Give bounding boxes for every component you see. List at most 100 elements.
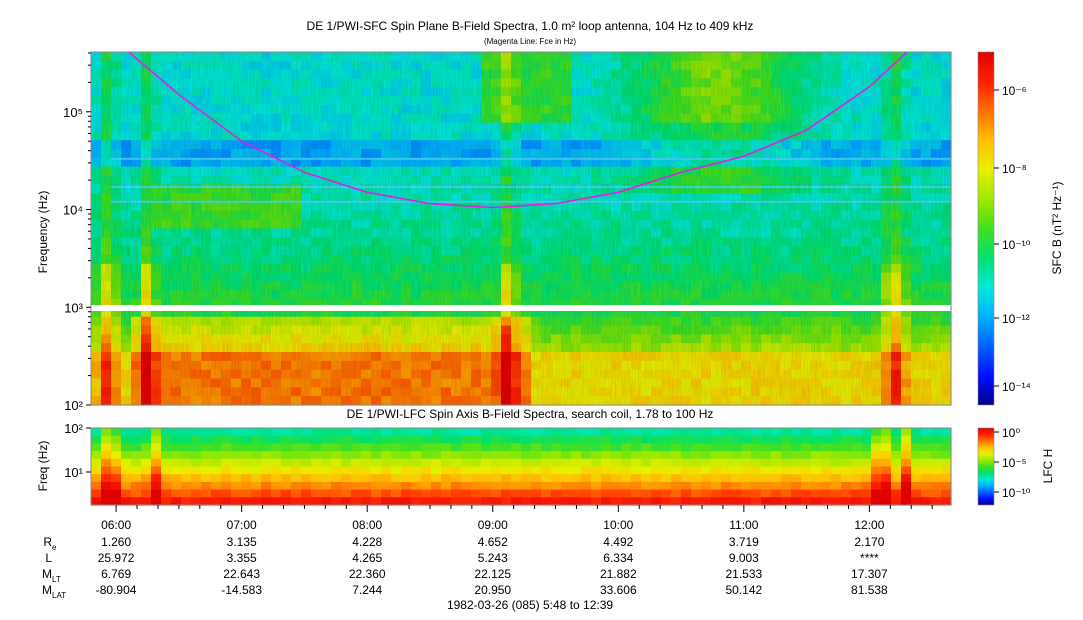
spectrogram-cell bbox=[461, 489, 472, 498]
spectrogram-cell bbox=[741, 435, 752, 444]
ephemeris-value: 22.125 bbox=[474, 567, 511, 581]
spectrogram-cell bbox=[671, 443, 682, 452]
spectrogram-cell bbox=[371, 474, 382, 483]
spectrogram-cell bbox=[631, 474, 642, 483]
spectrogram-cell bbox=[691, 466, 702, 475]
spectrogram-cell bbox=[471, 466, 482, 475]
spectrogram-cell bbox=[711, 489, 722, 498]
spectrogram-cell bbox=[751, 451, 762, 460]
spectrogram-cell bbox=[371, 458, 382, 468]
spectrogram-cell bbox=[591, 466, 602, 475]
spectrogram-cell bbox=[571, 443, 582, 452]
spectrogram-cell bbox=[731, 435, 742, 444]
spectrogram-cell bbox=[511, 435, 522, 444]
spectrogram-cell bbox=[771, 435, 782, 444]
spectrogram-cell bbox=[631, 466, 642, 475]
spectrogram-cell bbox=[531, 451, 542, 460]
spectrogram-cell bbox=[641, 497, 652, 506]
spectrogram-cell bbox=[301, 428, 312, 437]
spectrogram-cell bbox=[891, 458, 902, 468]
spectrogram-cell bbox=[891, 497, 902, 506]
spectrogram-cell bbox=[661, 435, 672, 444]
spectrogram-cell bbox=[531, 466, 542, 475]
spectrogram-cell bbox=[771, 451, 782, 460]
spectrogram-cell bbox=[601, 497, 612, 506]
spectrogram-cell bbox=[451, 443, 462, 452]
spectrogram-cell bbox=[471, 428, 482, 437]
spectrogram-cell bbox=[281, 474, 292, 483]
spectrogram-cell bbox=[891, 443, 902, 452]
spectrogram-cell bbox=[781, 489, 792, 498]
spectrogram-cell bbox=[161, 466, 172, 475]
spectrogram-cell bbox=[541, 489, 552, 498]
spectrogram-cell bbox=[351, 451, 362, 460]
spectrogram-cell bbox=[791, 443, 802, 452]
spectrogram-cell bbox=[501, 451, 512, 460]
top-colorbar-label: SFC B (nT² Hz⁻¹) bbox=[1050, 182, 1064, 275]
spectrogram-cell bbox=[591, 489, 602, 498]
spectrogram-cell bbox=[881, 458, 892, 468]
spectrogram-cell bbox=[841, 481, 852, 491]
spectrogram-cell bbox=[751, 474, 762, 483]
spectrogram-cell bbox=[521, 428, 532, 437]
spectrogram-cell bbox=[601, 489, 612, 498]
spectrogram-cell bbox=[641, 474, 652, 483]
x-tick-label: 10:00 bbox=[603, 518, 633, 532]
spectrogram-cell bbox=[281, 435, 292, 444]
spectrogram-cell bbox=[151, 443, 162, 452]
spectrogram-cell bbox=[781, 497, 792, 506]
spectrogram-cell bbox=[341, 497, 352, 506]
y-tick-label: 10² bbox=[64, 421, 83, 436]
spectrogram-cell bbox=[781, 474, 792, 483]
spectrogram-cell bbox=[921, 451, 932, 460]
spectrogram-cell bbox=[351, 474, 362, 483]
spectrogram-cell bbox=[891, 466, 902, 475]
spectrogram-cell bbox=[791, 481, 802, 491]
spectrogram-cell bbox=[751, 497, 762, 506]
spectrogram-cell bbox=[941, 466, 952, 475]
spectrogram-cell bbox=[551, 443, 562, 452]
ephemeris-value: -80.904 bbox=[96, 583, 137, 597]
spectrogram-cell bbox=[241, 481, 252, 491]
spectrogram-cell bbox=[321, 497, 332, 506]
ephemeris-value: 20.950 bbox=[474, 583, 511, 597]
spectrogram-cell bbox=[481, 474, 492, 483]
spectrogram-cell bbox=[301, 466, 312, 475]
spectrogram-cell bbox=[321, 428, 332, 437]
spectrogram-cell bbox=[811, 435, 822, 444]
spectrogram-cell bbox=[941, 435, 952, 444]
spectrogram-cell bbox=[751, 489, 762, 498]
spectrogram-cell bbox=[661, 466, 672, 475]
spectrogram-cell bbox=[341, 451, 352, 460]
spectrogram-cell bbox=[581, 474, 592, 483]
spectrogram-cell bbox=[221, 497, 232, 506]
spectrogram-cell bbox=[881, 435, 892, 444]
spectrogram-cell bbox=[541, 481, 552, 491]
spectrogram-cell bbox=[271, 489, 282, 498]
spectrogram-cell bbox=[911, 451, 922, 460]
spectrogram-cell bbox=[311, 451, 322, 460]
spectrogram-cell bbox=[421, 428, 432, 437]
spectrogram-cell bbox=[111, 435, 122, 444]
spectrogram-cell bbox=[881, 474, 892, 483]
spectrogram-cell bbox=[521, 458, 532, 468]
spectrogram-cell bbox=[221, 428, 232, 437]
spectrogram-cell bbox=[241, 474, 252, 483]
spectrogram-cell bbox=[401, 428, 412, 437]
spectrogram-cell bbox=[761, 443, 772, 452]
x-tick-label: 06:00 bbox=[101, 518, 131, 532]
spectrogram-cell bbox=[571, 474, 582, 483]
spectrogram-cell bbox=[881, 443, 892, 452]
spectrogram-cell bbox=[151, 474, 162, 483]
spectrogram-cell bbox=[201, 497, 212, 506]
spectrogram-cell bbox=[751, 435, 762, 444]
spectrogram-cell bbox=[101, 435, 112, 444]
spectrogram-cell bbox=[571, 466, 582, 475]
spectrogram-cell bbox=[291, 443, 302, 452]
spectrogram-cell bbox=[791, 497, 802, 506]
date-range-footer: 1982-03-26 (085) 5:48 to 12:39 bbox=[447, 598, 613, 612]
spectrogram-cell bbox=[611, 474, 622, 483]
spectrogram-cell bbox=[811, 497, 822, 506]
spectrogram-cell bbox=[431, 474, 442, 483]
ephemeris-value: 33.606 bbox=[600, 583, 637, 597]
